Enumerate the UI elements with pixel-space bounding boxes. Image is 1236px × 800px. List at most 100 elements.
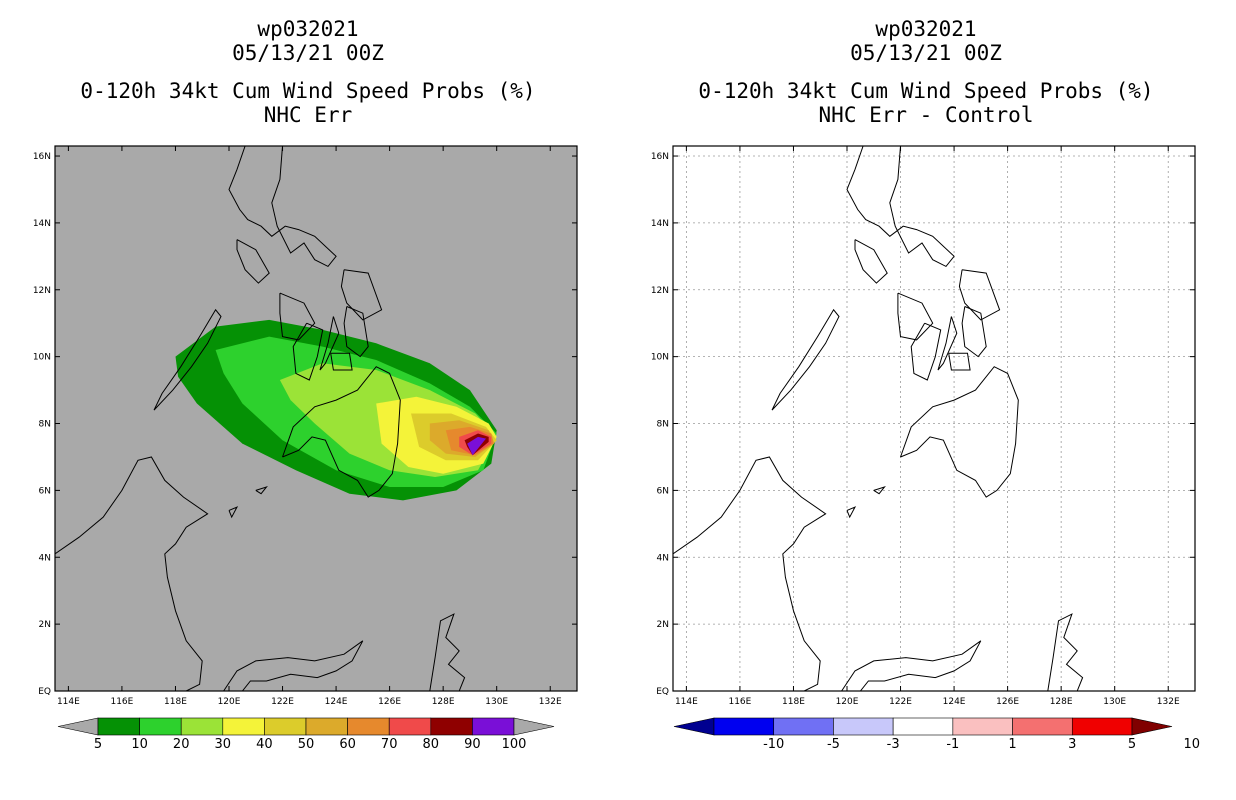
colorbar-label: 20: [173, 737, 190, 752]
coastline-10: [673, 456, 827, 691]
x-tick-label: 122E: [271, 697, 294, 707]
coastline-4: [279, 292, 316, 341]
colorbar-label: -5: [827, 737, 840, 752]
x-tick-label: 114E: [57, 697, 80, 707]
colorbar-swatch: [713, 717, 775, 736]
y-tick-label: 6N: [657, 486, 669, 496]
colorbar-swatch: [472, 717, 515, 736]
x-tick-label: 126E: [378, 697, 401, 707]
coastline-10: [55, 456, 209, 691]
x-tick-label: 128E: [432, 697, 455, 707]
y-tick-label: 6N: [39, 486, 51, 496]
colorbar-label: 5: [1128, 737, 1136, 752]
y-tick-label: EQ: [656, 687, 669, 697]
y-tick-label: 8N: [39, 420, 51, 430]
coastline-8: [153, 308, 222, 411]
plot-frame: [54, 145, 578, 692]
coastline-12: [429, 613, 466, 691]
colorbar-swatch: [264, 717, 307, 736]
y-tick-label: 2N: [657, 620, 669, 630]
colorbar-label: -3: [887, 737, 900, 752]
right-title-storm-id: wp032021: [875, 17, 977, 41]
colorbar-under-arrow: [57, 717, 99, 736]
coastline-1: [854, 239, 888, 284]
y-tick-label: 12N: [33, 286, 51, 296]
map-background: [673, 146, 1195, 691]
colorbar-swatch: [833, 717, 894, 736]
coastline-3: [961, 306, 987, 358]
right-title-date: 05/13/21 00Z: [850, 41, 1002, 65]
x-tick-label: 120E: [836, 697, 859, 707]
colorbar-label: 10: [131, 737, 148, 752]
prob-contour-90: [467, 436, 486, 456]
y-tick-label: 8N: [657, 420, 669, 430]
colorbar-label: 70: [381, 737, 398, 752]
y-tick-label: 12N: [651, 286, 669, 296]
coastline-8: [771, 308, 840, 411]
colorbar-label: 90: [464, 737, 481, 752]
right-title-subtitle: NHC Err - Control: [818, 103, 1034, 127]
coastline-6: [319, 316, 340, 371]
x-tick-label: 122E: [889, 697, 912, 707]
colorbar-label: 40: [256, 737, 273, 752]
coastline-0: [846, 146, 955, 268]
x-tick-label: 130E: [1103, 697, 1126, 707]
colorbar-swatch: [1012, 717, 1073, 736]
colorbar-label: 3: [1068, 737, 1076, 752]
coastline-9: [282, 366, 401, 498]
coastline-14: [228, 506, 239, 519]
coastline-0: [228, 146, 337, 268]
colorbar-label: 10: [1183, 737, 1200, 752]
y-tick-label: 10N: [651, 353, 669, 363]
y-tick-label: 4N: [657, 553, 669, 563]
x-tick-label: 118E: [164, 697, 187, 707]
x-tick-label: 124E: [943, 697, 966, 707]
colorbar-label: 60: [339, 737, 356, 752]
left-title-product: 0-120h 34kt Cum Wind Speed Probs (%): [80, 79, 536, 103]
colorbar-swatch: [892, 717, 954, 736]
x-tick-label: 132E: [1157, 697, 1180, 707]
colorbar-swatch: [222, 717, 265, 736]
colorbar-label: -10: [763, 737, 784, 752]
left-colorbar: 5 10 20 30 40 50 60 70 80 90 100: [57, 717, 555, 752]
coastline-9: [900, 366, 1019, 498]
left-title: wp032021 05/13/21 00Z 0-120h 34kt Cum Wi…: [8, 17, 608, 127]
colorbar-swatch: [347, 717, 390, 736]
y-tick-label: 2N: [39, 620, 51, 630]
colorbar-swatch: [430, 717, 473, 736]
right-difference-map: 114E 116E 118E 120E 122E 124E 126E 128E 130E 132E…: [651, 145, 1196, 707]
coastline-6: [937, 316, 958, 371]
x-tick-label: 132E: [539, 697, 562, 707]
plot-frame: [672, 145, 1196, 692]
coastline-13: [255, 486, 268, 495]
coastline-4: [897, 292, 934, 341]
colorbar-over-arrow: [1131, 717, 1173, 736]
y-tick-label: 4N: [39, 553, 51, 563]
y-tick-label: 14N: [33, 219, 51, 229]
y-tick-label: EQ: [38, 687, 51, 697]
colorbar-label: 50: [298, 737, 315, 752]
colorbar-swatch: [773, 717, 834, 736]
x-tick-label: 130E: [485, 697, 508, 707]
colorbar-label: 30: [215, 737, 232, 752]
colorbar-swatch: [388, 717, 432, 736]
left-title-storm-id: wp032021: [257, 17, 359, 41]
y-tick-label: 16N: [33, 152, 51, 162]
colorbar-label: 80: [423, 737, 440, 752]
right-colorbar: -10 -5 -3 -1 1 3 5 10: [673, 717, 1200, 752]
coastline-5: [292, 322, 324, 381]
coastline-11: [223, 640, 364, 691]
y-tick-label: 16N: [651, 152, 669, 162]
colorbar-label: 5: [94, 737, 102, 752]
colorbar-label: 1: [1008, 737, 1016, 752]
y-tick-label: 10N: [33, 353, 51, 363]
colorbar-swatch: [180, 717, 224, 736]
coastline-12: [1047, 613, 1084, 691]
x-tick-label: 114E: [675, 697, 698, 707]
colorbar-label: 100: [502, 737, 527, 752]
x-tick-label: 124E: [325, 697, 348, 707]
right-title: wp032021 05/13/21 00Z 0-120h 34kt Cum Wi…: [626, 17, 1226, 127]
coastline-7: [948, 352, 971, 371]
left-title-subtitle: NHC Err: [263, 103, 353, 127]
colorbar-swatch: [305, 717, 348, 736]
